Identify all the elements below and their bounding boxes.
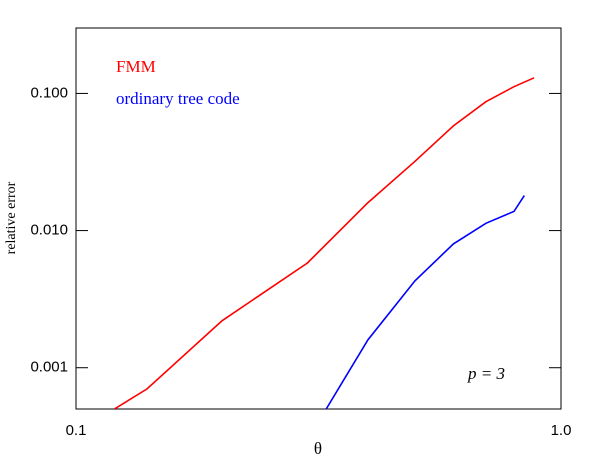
annotation: p = 3 — [467, 364, 505, 383]
series-line — [325, 195, 525, 409]
plot-frame — [75, 27, 562, 410]
legend-label: FMM — [116, 57, 156, 76]
x-axis-label: θ — [314, 439, 322, 458]
x-tick-label: 0.1 — [66, 422, 87, 439]
y-tick-label: 0.100 — [30, 84, 68, 101]
legend-label: ordinary tree code — [116, 89, 240, 108]
x-tick-label: 1.0 — [551, 422, 572, 439]
y-axis-label: relative error — [4, 181, 19, 254]
y-tick-label: 0.001 — [30, 359, 68, 376]
y-tick-label: 0.010 — [30, 222, 68, 239]
series-line — [113, 77, 535, 409]
